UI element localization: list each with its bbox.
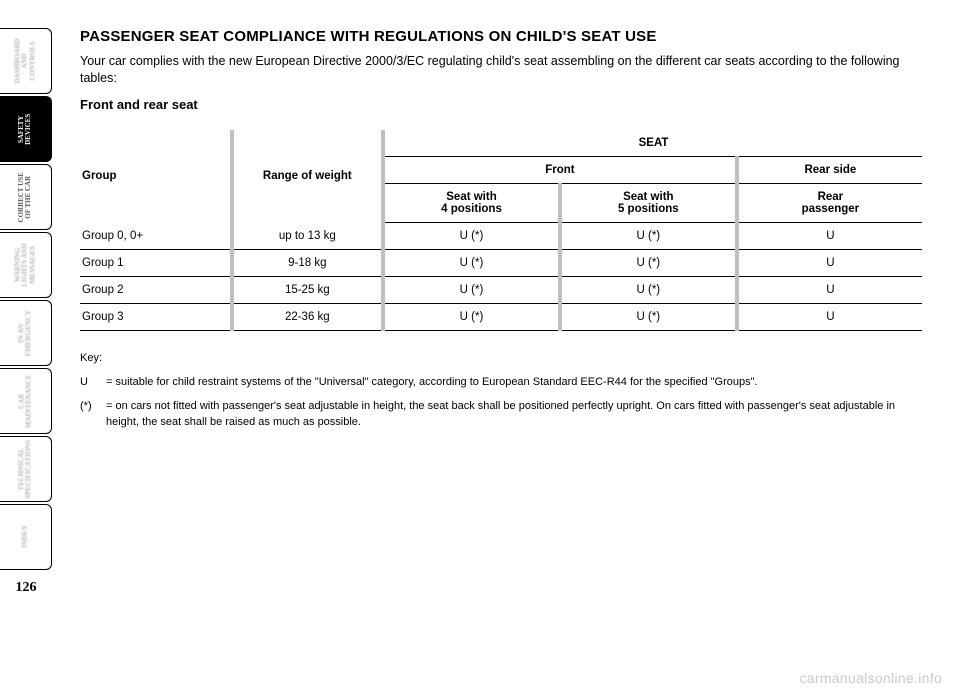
- nav-tab-5[interactable]: CARMAINTENANCE: [0, 368, 52, 434]
- side-tab-bar: DASHBOARDANDCONTROLSSAFETYDEVICESCORRECT…: [0, 0, 56, 692]
- th-rear-side: Rear side: [737, 156, 922, 183]
- key-star-text: = on cars not fitted with passenger's se…: [106, 399, 922, 431]
- page-number: 126: [0, 572, 52, 606]
- key-star-sym: (*): [80, 399, 106, 431]
- key-u-text: = suitable for child restraint systems o…: [106, 375, 922, 391]
- table-row: Group 19-18 kgU (*)U (*)U: [80, 249, 922, 276]
- cell-front4: U (*): [383, 276, 560, 303]
- th-rear-pass: Rearpassenger: [737, 183, 922, 222]
- th-group: Group: [80, 130, 232, 223]
- cell-rear: U: [737, 222, 922, 249]
- nav-tab-1[interactable]: SAFETYDEVICES: [0, 96, 52, 162]
- cell-rear: U: [737, 276, 922, 303]
- watermark: carmanualsonline.info: [800, 670, 943, 686]
- nav-tab-3[interactable]: WARNINGLIGHTS ANDMESSAGES: [0, 232, 52, 298]
- cell-range: up to 13 kg: [232, 222, 384, 249]
- page-heading: PASSENGER SEAT COMPLIANCE WITH REGULATIO…: [80, 28, 922, 45]
- key-u-sym: U: [80, 375, 106, 391]
- cell-group: Group 2: [80, 276, 232, 303]
- cell-front4: U (*): [383, 249, 560, 276]
- cell-front4: U (*): [383, 303, 560, 330]
- key-label: Key:: [80, 351, 922, 367]
- nav-tab-6[interactable]: TECHNICALSPECIFICATIONS: [0, 436, 52, 502]
- intro-text: Your car complies with the new European …: [80, 53, 922, 87]
- th-front-5: Seat with5 positions: [560, 183, 737, 222]
- table-key: Key: U = suitable for child restraint sy…: [80, 351, 922, 431]
- cell-range: 22-36 kg: [232, 303, 384, 330]
- table-row: Group 322-36 kgU (*)U (*)U: [80, 303, 922, 330]
- cell-front5: U (*): [560, 249, 737, 276]
- cell-front5: U (*): [560, 222, 737, 249]
- compliance-table: Group Range of weight SEAT Front Rear si…: [80, 130, 922, 331]
- cell-group: Group 3: [80, 303, 232, 330]
- th-front-4: Seat with4 positions: [383, 183, 560, 222]
- cell-front4: U (*): [383, 222, 560, 249]
- table-row: Group 215-25 kgU (*)U (*)U: [80, 276, 922, 303]
- cell-group: Group 0, 0+: [80, 222, 232, 249]
- nav-tab-2[interactable]: CORRECT USEOF THE CAR: [0, 164, 52, 230]
- nav-tab-4[interactable]: IN ANEMERGENCY: [0, 300, 52, 366]
- cell-front5: U (*): [560, 276, 737, 303]
- cell-rear: U: [737, 303, 922, 330]
- cell-front5: U (*): [560, 303, 737, 330]
- th-seat: SEAT: [383, 130, 922, 157]
- cell-group: Group 1: [80, 249, 232, 276]
- key-u: U = suitable for child restraint systems…: [80, 375, 922, 391]
- sub-heading: Front and rear seat: [80, 97, 922, 112]
- key-star: (*) = on cars not fitted with passenger'…: [80, 399, 922, 431]
- cell-rear: U: [737, 249, 922, 276]
- nav-tab-7[interactable]: INDEX: [0, 504, 52, 570]
- th-range: Range of weight: [232, 130, 384, 223]
- table-row: Group 0, 0+up to 13 kgU (*)U (*)U: [80, 222, 922, 249]
- nav-tab-0[interactable]: DASHBOARDANDCONTROLS: [0, 28, 52, 94]
- page-content: PASSENGER SEAT COMPLIANCE WITH REGULATIO…: [56, 0, 960, 692]
- th-front: Front: [383, 156, 737, 183]
- cell-range: 15-25 kg: [232, 276, 384, 303]
- cell-range: 9-18 kg: [232, 249, 384, 276]
